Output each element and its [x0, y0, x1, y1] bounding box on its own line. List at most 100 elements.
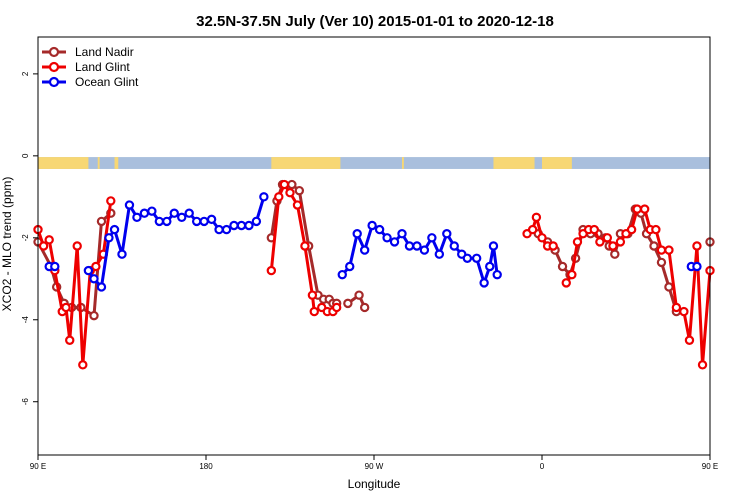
y-axis-label: XCO2 - MLO trend (ppm): [0, 177, 14, 312]
land-glint-point-3-15: [651, 224, 661, 235]
land-glint-point-0-8: [78, 360, 88, 370]
series-layer: [33, 179, 715, 370]
land-glint-point-0-1: [38, 241, 49, 251]
ocean-glint-point-1-4: [109, 224, 120, 235]
x-axis-label: Longitude: [348, 477, 401, 491]
land-glint-point-0-7: [72, 241, 82, 251]
ocean-glint-point-1-18: [214, 224, 224, 235]
ocean-glint-point-1-1: [89, 274, 99, 284]
land-glint-point-3-0: [561, 278, 571, 288]
ocean-glint-point-2-0: [337, 269, 347, 280]
ocean-glint-point-1-21: [236, 220, 247, 231]
ocean-glint-point-2-17: [462, 253, 473, 263]
y-tick-label-1: 0: [21, 153, 30, 158]
x-axis: 90 E 180 90 W 0 90 E: [30, 455, 718, 471]
ocean-glint-point-2-3: [359, 245, 370, 255]
land-glint-point-3-2: [572, 237, 583, 247]
legend-label-ocean-glint: Ocean Glint: [75, 75, 139, 89]
land-glint-point-1-2: [279, 179, 290, 190]
ocean-glint-point-2-18: [471, 253, 482, 263]
legend-label-land-nadir: Land Nadir: [75, 45, 134, 59]
legend-marker-land-glint: [48, 61, 60, 73]
land-glint-point-2-5: [548, 241, 558, 251]
ocean-glint-point-1-9: [147, 206, 157, 216]
land-glint-point-3-21: [692, 241, 702, 251]
ocean-glint-point-2-8: [397, 229, 407, 239]
ocean-glint-point-1-23: [251, 216, 262, 227]
ocean-glint-point-1-6: [124, 200, 135, 210]
land-glint-point-0-2: [44, 235, 54, 245]
y-tick-label-0: 2: [21, 71, 30, 76]
ocean-glint-point-1-13: [177, 212, 187, 223]
x-tick-label-3: 0: [540, 462, 545, 471]
ocean-glint-point-2-11: [419, 245, 430, 255]
land-strip-3: [271, 157, 341, 169]
y-tick-label-3: -4: [21, 316, 30, 324]
ocean-glint-point-1-17: [206, 214, 217, 225]
land-glint-point-3-1: [567, 269, 577, 280]
land-glint-point-1-11: [331, 302, 342, 313]
ocean-glint-point-2-1: [345, 261, 355, 272]
land-strip-6: [542, 157, 572, 169]
land-glint-point-3-9: [615, 237, 626, 247]
ocean-glint-point-2-14: [442, 229, 452, 239]
ocean-glint-point-2-12: [427, 233, 437, 243]
land-glint-point-3-12: [632, 204, 642, 214]
ocean-glint-point-2-13: [434, 249, 445, 259]
land-strip-1: [97, 157, 100, 169]
land-glint-point-3-16: [656, 245, 667, 255]
land-nadir-point-3-17: [649, 241, 659, 251]
legend-marker-land-nadir: [48, 46, 60, 58]
land-glint-point-3-20: [684, 335, 695, 345]
land-nadir-point-1-4: [294, 185, 305, 196]
y-axis: 2 0 -2 -4 -6: [21, 71, 38, 405]
legend-marker-ocean-glint: [48, 76, 60, 88]
ocean-glint-point-1-16: [199, 216, 209, 227]
land-nadir-point-0-7: [96, 216, 107, 227]
land-glint-point-3-13: [639, 204, 650, 214]
land-ocean-strip: [38, 157, 710, 169]
land-glint-point-0-10: [91, 261, 101, 272]
legend-label-land-glint: Land Glint: [75, 60, 130, 74]
land-glint-point-1-0: [266, 265, 277, 276]
land-glint-point-2-3: [537, 233, 547, 243]
land-nadir-point-2-1: [354, 290, 364, 300]
land-nadir-point-2-2: [359, 302, 370, 313]
land-glint-point-1-5: [300, 241, 310, 251]
land-nadir-point-3-18: [656, 257, 667, 268]
ocean-glint-point-1-15: [191, 216, 202, 227]
land-glint-point-1-3: [285, 188, 295, 198]
ocean-glint-point-2-7: [389, 237, 400, 247]
ocean-glint-point-2-4: [367, 220, 377, 231]
land-glint-point-3-5: [589, 224, 599, 235]
land-glint-point-2-1: [527, 224, 538, 235]
ocean-glint-point-2-9: [404, 241, 415, 251]
ocean-glint-point-1-8: [139, 208, 150, 218]
x-tick-label-0: 90 E: [30, 462, 46, 471]
y-tick-label-4: -6: [21, 398, 30, 406]
y-tick-label-2: -2: [21, 234, 30, 242]
land-glint-point-1-4: [292, 200, 303, 210]
ocean-glint-point-1-24: [259, 192, 269, 202]
land-glint-point-3-19: [679, 306, 689, 317]
ocean-glint-point-1-22: [244, 220, 254, 231]
ocean-glint-point-1-3: [104, 233, 114, 243]
land-nadir-point-3-3: [557, 261, 568, 272]
ocean-glint-point-2-15: [449, 241, 459, 251]
land-nadir-line-3: [537, 207, 678, 313]
land-nadir-point-3-19: [664, 282, 674, 292]
ocean-strip-band: [38, 157, 710, 169]
land-glint-point-3-11: [626, 224, 637, 235]
ocean-glint-point-1-14: [184, 208, 194, 218]
x-tick-label-4: 90 E: [702, 462, 718, 471]
ocean-glint-point-2-20: [485, 261, 495, 272]
ocean-glint-point-2-19: [479, 278, 489, 288]
land-glint-point-3-18: [671, 302, 682, 313]
land-glint-point-0-5: [61, 302, 71, 313]
ocean-glint-point-1-5: [117, 249, 127, 259]
ocean-glint-point-2-22: [492, 269, 502, 280]
land-glint-point-3-7: [602, 233, 613, 243]
land-nadir-point-0-6: [89, 310, 99, 321]
ocean-glint-point-1-20: [229, 220, 239, 231]
